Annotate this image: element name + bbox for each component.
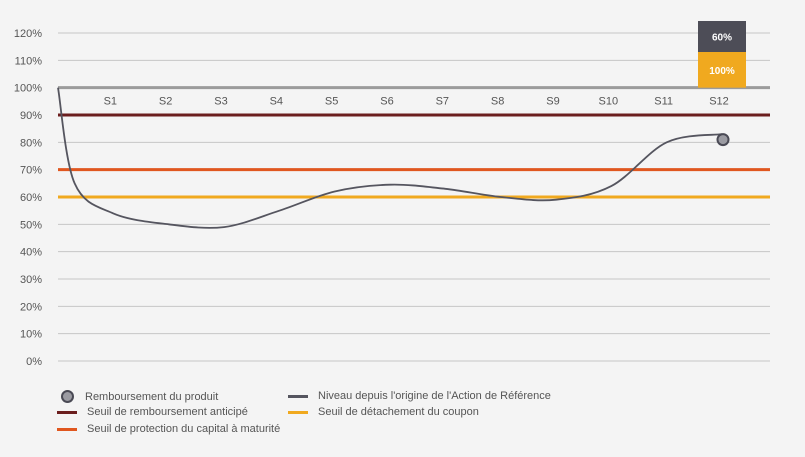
y-tick-label: 50% bbox=[20, 219, 42, 231]
marker-group bbox=[716, 133, 730, 147]
y-tick-label: 40% bbox=[20, 247, 42, 259]
period-label: S7 bbox=[436, 96, 449, 108]
y-tick-label: 10% bbox=[20, 329, 42, 341]
y-tick-label: 70% bbox=[20, 165, 42, 177]
period-label: S11 bbox=[654, 96, 673, 108]
period-label: S6 bbox=[380, 96, 393, 108]
y-tick-label: 110% bbox=[15, 55, 43, 67]
period-label: S4 bbox=[270, 96, 283, 108]
period-labels: S1 S2 S3 S4 S5 S6 S7 S8 S9 S10 S11 S12 bbox=[104, 96, 729, 108]
series-line bbox=[57, 87, 723, 229]
y-tick-label: 60% bbox=[20, 192, 42, 204]
curve-group bbox=[57, 87, 723, 229]
badge-bottom-label: 100% bbox=[709, 66, 735, 77]
y-tick-label: 120% bbox=[14, 28, 42, 40]
period-label: S2 bbox=[159, 96, 172, 108]
period-label: S1 bbox=[104, 96, 117, 108]
y-tick-label: 0% bbox=[26, 356, 42, 368]
period-label: S5 bbox=[325, 96, 338, 108]
badge-top-box bbox=[698, 21, 746, 52]
period-label: S9 bbox=[546, 96, 559, 108]
y-tick-label: 90% bbox=[20, 110, 42, 122]
y-axis-ticks: 0% 10% 20% 30% 40% 50% 60% 70% 80% 90% 100% 110% 120… bbox=[14, 28, 42, 368]
redemption-marker bbox=[716, 133, 730, 147]
badge-top-label: 60% bbox=[712, 33, 732, 44]
reference-lines bbox=[58, 86, 770, 199]
redemption-badge: 60% 100% bbox=[698, 21, 746, 88]
period-label: S10 bbox=[599, 96, 619, 108]
period-label: S12 bbox=[709, 96, 729, 108]
y-tick-label: 80% bbox=[20, 137, 42, 149]
y-tick-label: 100% bbox=[14, 83, 42, 95]
y-tick-label: 20% bbox=[20, 301, 42, 313]
y-tick-label: 30% bbox=[20, 274, 42, 286]
badge-bottom-box bbox=[698, 52, 746, 88]
period-label: S8 bbox=[491, 96, 504, 108]
period-label: S3 bbox=[214, 96, 227, 108]
